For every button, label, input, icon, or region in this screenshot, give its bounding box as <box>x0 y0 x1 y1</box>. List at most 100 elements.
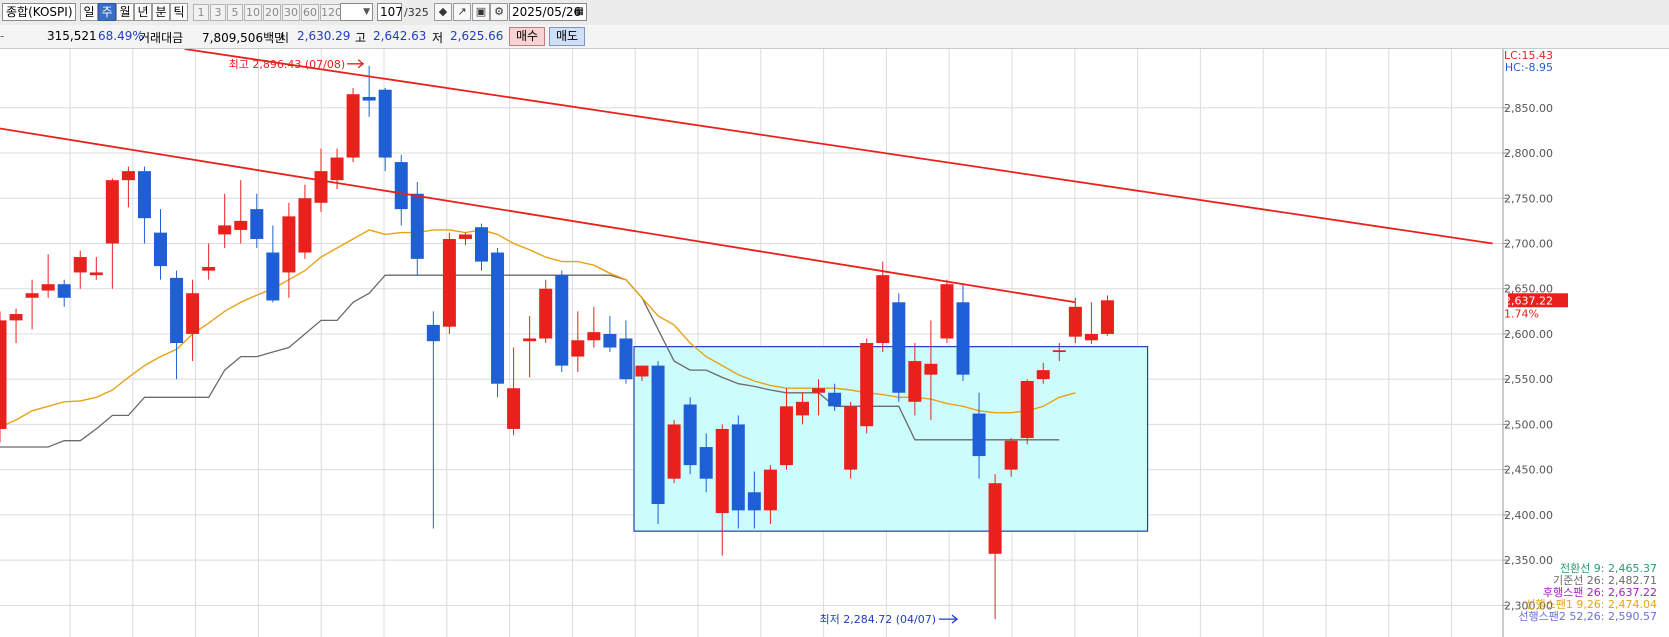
interval-1-button[interactable]: 1 <box>193 4 209 21</box>
candle-body <box>89 272 103 276</box>
candle <box>491 248 505 398</box>
candle-body <box>860 343 874 427</box>
indicator-legend-item: 선행스팬2 52,26: 2,590.57 <box>1518 610 1657 623</box>
candle-body <box>378 89 392 158</box>
candle <box>426 311 440 529</box>
date-input[interactable]: 2025/05/26 ▦ <box>509 3 587 21</box>
candle-body <box>1084 333 1098 341</box>
candle-body <box>1004 440 1018 470</box>
candle-body <box>507 388 521 429</box>
candle-body <box>844 406 858 470</box>
high-value: 2,642.63 <box>373 29 427 43</box>
sell-button[interactable]: 매도 <box>549 27 585 46</box>
moving-average-line <box>0 229 1076 428</box>
candle-body <box>25 293 39 298</box>
candle-body <box>1068 306 1082 337</box>
interval-120-button[interactable]: 120 <box>320 4 342 21</box>
candle-body <box>298 198 312 253</box>
period-year-button[interactable]: 년 <box>134 3 152 21</box>
candle <box>940 279 954 343</box>
period-tick-button[interactable]: 틱 <box>170 3 188 21</box>
candle-body <box>410 193 424 259</box>
candle <box>186 279 200 362</box>
candle <box>956 284 970 381</box>
candle <box>763 465 777 524</box>
candle-body <box>956 302 970 375</box>
count-input[interactable]: 107 <box>377 3 403 21</box>
indicator-legend-item: 기준선 26: 2,482.71 <box>1552 574 1657 587</box>
candle <box>250 193 264 249</box>
period-minute-button[interactable]: 분 <box>152 3 170 21</box>
candle <box>266 225 280 303</box>
consolidation-box-rect <box>633 346 1149 532</box>
interval-60-button[interactable]: 60 <box>301 4 319 21</box>
interval-dropdown[interactable]: ▼ <box>340 3 373 21</box>
buy-button[interactable]: 매수 <box>509 27 545 46</box>
candle <box>555 270 569 372</box>
grid <box>0 49 1503 637</box>
candle <box>121 166 135 208</box>
low-annotation-label: 최저 2,284.72 (04/07) <box>819 613 936 626</box>
count-total: /325 <box>404 6 429 19</box>
period-week-button[interactable]: 주 <box>98 3 116 21</box>
amount-label: 거래대금 <box>139 31 184 45</box>
candle-body <box>555 275 569 366</box>
candle-body <box>619 338 633 380</box>
candle <box>410 181 424 276</box>
interval-30-button[interactable]: 30 <box>282 4 300 21</box>
scroll-left-icon[interactable]: ◆ <box>434 3 452 21</box>
indicator-legend-item: 전환선 9: 2,465.37 <box>1559 562 1657 575</box>
candle-body <box>137 171 151 219</box>
interval-20-button[interactable]: 20 <box>263 4 281 21</box>
candle-body <box>41 284 55 291</box>
open-value: 2,630.29 <box>297 29 351 43</box>
candle-body <box>587 332 601 341</box>
candle <box>170 270 184 380</box>
candle <box>812 379 826 416</box>
candle <box>9 308 23 343</box>
symbol-selector[interactable]: 종합(KOSPI) <box>2 3 76 21</box>
candle-body <box>234 220 248 230</box>
save-icon[interactable]: ▣ <box>472 3 490 21</box>
candle <box>619 320 633 384</box>
last-change-label: 1.74% <box>1504 307 1539 320</box>
candle <box>1100 295 1114 336</box>
annotations: 최고 2,896.43 (07/08) 최저 2,284.72 (04/07) <box>229 58 959 626</box>
candle-body <box>9 314 23 321</box>
candle-body <box>394 162 408 210</box>
price-tick-label: 2,550.00 <box>1504 373 1553 386</box>
candlestick-chart[interactable]: 2,850.00 2,800.00 2,750.00 2,700.00 2,650.00… <box>0 49 1669 637</box>
candle-body <box>202 267 216 271</box>
candle-body <box>1036 370 1050 380</box>
candle <box>860 338 874 434</box>
period-day-button[interactable]: 일 <box>80 3 98 21</box>
interval-5-button[interactable]: 5 <box>227 4 243 21</box>
candle-body <box>940 284 954 339</box>
candle <box>699 433 713 493</box>
candle <box>924 320 938 420</box>
candle-body <box>442 238 456 327</box>
low-arrow-icon <box>939 614 959 624</box>
candle <box>0 311 7 443</box>
interval-3-button[interactable]: 3 <box>210 4 226 21</box>
candle <box>25 279 39 330</box>
kijun-line <box>0 274 1060 448</box>
candle <box>603 315 617 353</box>
open-label: 시 <box>278 31 290 45</box>
candle <box>282 202 296 298</box>
interval-10-button[interactable]: 10 <box>244 4 262 21</box>
indicator-legend-item: 후행스팬 26: 2,637.22 <box>1542 586 1657 599</box>
gear-icon[interactable]: ⚙ <box>490 3 508 21</box>
calendar-icon[interactable]: ▦ <box>574 6 584 17</box>
consolidation-box <box>633 346 1149 532</box>
candle <box>1036 362 1050 384</box>
candle <box>1004 437 1018 477</box>
draw-tool-icon[interactable]: ↗ <box>453 3 471 21</box>
price-tick-label: 2,700.00 <box>1504 237 1553 250</box>
candle-body <box>796 401 809 416</box>
indicator-lines <box>0 229 1076 448</box>
period-month-button[interactable]: 월 <box>116 3 134 21</box>
candle <box>89 257 103 280</box>
candle-body <box>458 234 472 239</box>
candle-body <box>218 225 232 235</box>
